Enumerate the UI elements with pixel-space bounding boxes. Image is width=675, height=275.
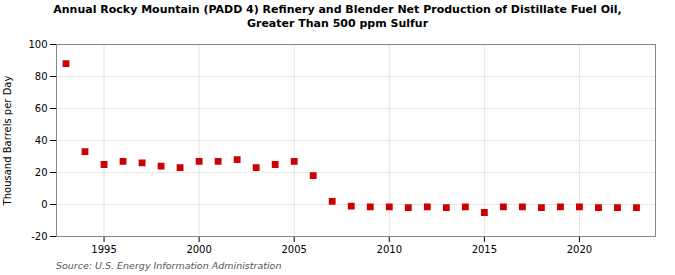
svg-text:40: 40 — [35, 134, 48, 145]
svg-text:-20: -20 — [31, 230, 47, 241]
svg-text:1995: 1995 — [91, 243, 116, 254]
svg-text:2005: 2005 — [281, 243, 306, 254]
svg-text:Thousand Barrels per Day: Thousand Barrels per Day — [2, 75, 13, 206]
svg-text:2010: 2010 — [377, 243, 402, 254]
html-text:Annual Rocky Mountain (PADD 4): Annual Rocky Mountain (PADD 4) Refinery … — [53, 3, 622, 31]
svg-text:2020: 2020 — [567, 243, 592, 254]
svg-text:80: 80 — [35, 70, 48, 81]
svg-text:60: 60 — [35, 102, 48, 113]
html-text:Source: U.S. Energy Informatio: Source: U.S. Energy Information Administ… — [56, 259, 282, 271]
svg-text:100: 100 — [28, 38, 47, 49]
svg-text:20: 20 — [35, 166, 48, 177]
svg-text:2000: 2000 — [186, 243, 211, 254]
svg-text:2015: 2015 — [472, 243, 497, 254]
svg-text:0: 0 — [41, 198, 47, 209]
